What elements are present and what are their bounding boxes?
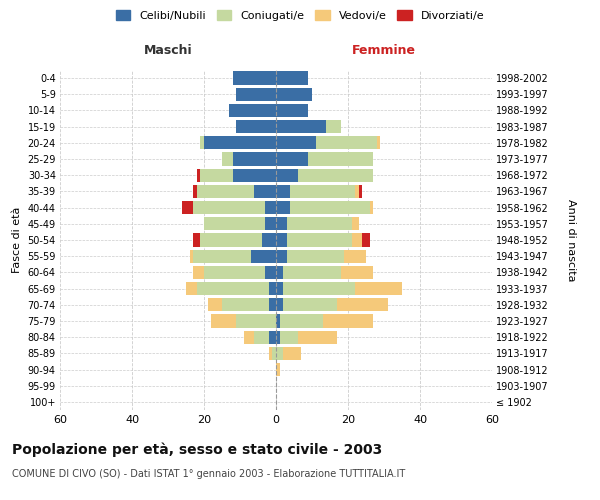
Bar xyxy=(265,266,276,279)
Bar xyxy=(337,298,388,312)
Bar xyxy=(276,217,287,230)
Bar xyxy=(316,136,377,149)
Text: Femmine: Femmine xyxy=(352,44,416,58)
Bar xyxy=(265,217,276,230)
Bar xyxy=(276,185,290,198)
Bar xyxy=(265,201,276,214)
Bar xyxy=(359,185,362,198)
Bar xyxy=(290,185,355,198)
Bar xyxy=(236,314,276,328)
Bar xyxy=(200,136,204,149)
Bar xyxy=(229,104,276,117)
Bar xyxy=(222,152,233,166)
Bar xyxy=(193,201,265,214)
Bar xyxy=(287,217,352,230)
Bar xyxy=(370,201,373,214)
Bar xyxy=(323,314,373,328)
Bar xyxy=(236,120,276,134)
Bar xyxy=(276,314,280,328)
Bar xyxy=(211,314,236,328)
Bar xyxy=(280,314,323,328)
Bar xyxy=(298,330,337,344)
Bar xyxy=(244,330,254,344)
Bar xyxy=(236,88,276,101)
Bar xyxy=(276,152,308,166)
Bar xyxy=(355,185,359,198)
Bar xyxy=(197,185,254,198)
Bar xyxy=(276,346,283,360)
Bar xyxy=(204,266,265,279)
Bar xyxy=(193,234,200,246)
Text: Maschi: Maschi xyxy=(143,44,193,58)
Bar xyxy=(283,282,355,295)
Bar xyxy=(276,363,280,376)
Bar xyxy=(276,120,326,134)
Bar xyxy=(190,250,193,263)
Bar xyxy=(200,234,262,246)
Bar xyxy=(290,201,370,214)
Bar xyxy=(341,266,373,279)
Bar xyxy=(283,346,301,360)
Legend: Celibi/Nubili, Coniugati/e, Vedovi/e, Divorziati/e: Celibi/Nubili, Coniugati/e, Vedovi/e, Di… xyxy=(111,6,489,25)
Bar xyxy=(269,330,276,344)
Bar xyxy=(208,298,222,312)
Text: COMUNE DI CIVO (SO) - Dati ISTAT 1° gennaio 2003 - Elaborazione TUTTITALIA.IT: COMUNE DI CIVO (SO) - Dati ISTAT 1° genn… xyxy=(12,469,405,479)
Bar xyxy=(251,250,276,263)
Bar xyxy=(280,330,298,344)
Bar xyxy=(276,234,287,246)
Bar xyxy=(222,298,269,312)
Y-axis label: Anni di nascita: Anni di nascita xyxy=(566,198,576,281)
Bar xyxy=(326,120,341,134)
Bar xyxy=(193,250,251,263)
Bar xyxy=(233,72,276,85)
Bar xyxy=(287,250,344,263)
Bar xyxy=(269,298,276,312)
Y-axis label: Fasce di età: Fasce di età xyxy=(12,207,22,273)
Bar xyxy=(276,282,283,295)
Bar xyxy=(276,168,298,182)
Bar xyxy=(344,250,366,263)
Bar xyxy=(193,185,197,198)
Bar xyxy=(362,234,370,246)
Bar xyxy=(254,330,269,344)
Bar xyxy=(182,201,193,214)
Bar xyxy=(276,104,308,117)
Bar xyxy=(377,136,380,149)
Bar xyxy=(276,72,308,85)
Bar xyxy=(283,298,337,312)
Bar xyxy=(197,168,200,182)
Bar xyxy=(276,88,312,101)
Bar xyxy=(276,298,283,312)
Bar xyxy=(204,217,265,230)
Text: Popolazione per età, sesso e stato civile - 2003: Popolazione per età, sesso e stato civil… xyxy=(12,442,382,457)
Bar xyxy=(276,201,290,214)
Bar xyxy=(276,266,283,279)
Bar xyxy=(254,185,276,198)
Bar xyxy=(308,152,373,166)
Bar xyxy=(186,282,197,295)
Bar xyxy=(200,168,233,182)
Bar xyxy=(276,136,316,149)
Bar xyxy=(204,136,276,149)
Bar xyxy=(233,152,276,166)
Bar xyxy=(276,330,280,344)
Bar xyxy=(276,250,287,263)
Bar xyxy=(262,234,276,246)
Bar xyxy=(269,282,276,295)
Bar xyxy=(269,346,272,360)
Bar xyxy=(352,217,359,230)
Bar xyxy=(283,266,341,279)
Bar xyxy=(233,168,276,182)
Bar xyxy=(298,168,373,182)
Bar xyxy=(287,234,352,246)
Bar xyxy=(193,266,204,279)
Bar xyxy=(355,282,402,295)
Bar xyxy=(272,346,276,360)
Bar xyxy=(352,234,362,246)
Bar xyxy=(197,282,269,295)
